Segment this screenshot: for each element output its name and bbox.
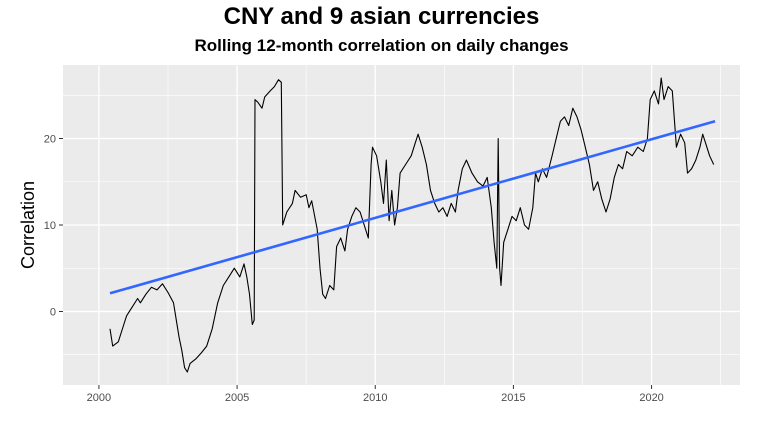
x-tick-label: 2005 [225, 392, 249, 404]
x-tick-label: 2020 [639, 392, 663, 404]
y-axis-label: Correlation [18, 181, 38, 269]
series-group [109, 77, 716, 373]
y-tick-label: 10 [44, 220, 56, 232]
y-tick-label: 20 [44, 134, 56, 146]
correlation-line [109, 77, 715, 373]
x-tick-label: 2015 [501, 392, 525, 404]
x-tick-label: 2000 [87, 392, 111, 404]
x-tick-label: 2010 [363, 392, 387, 404]
chart-subtitle: Rolling 12-month correlation on daily ch… [194, 36, 569, 55]
axis-ticks: 2000 2005 2010 2015 2020 0 10 20 [44, 134, 664, 404]
chart-title: CNY and 9 asian currencies [223, 3, 540, 30]
trend-line [109, 119, 716, 295]
gridlines [63, 65, 740, 385]
y-tick-label: 0 [50, 306, 56, 318]
